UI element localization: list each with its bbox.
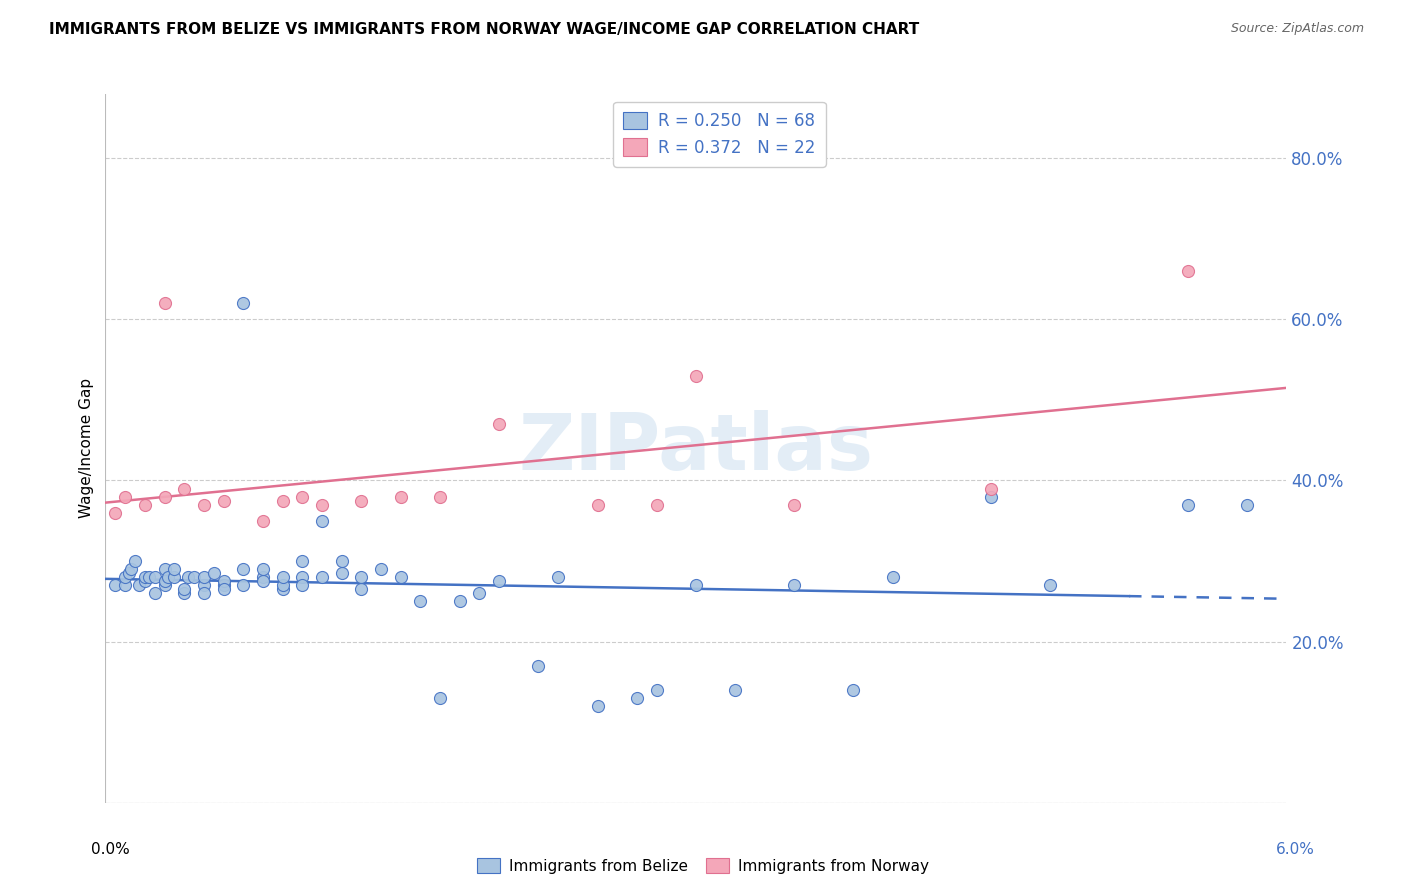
Point bbox=[429, 490, 451, 504]
Point bbox=[488, 574, 510, 589]
Point bbox=[389, 570, 412, 584]
Point bbox=[212, 493, 235, 508]
Text: 6.0%: 6.0% bbox=[1275, 842, 1315, 856]
Point bbox=[173, 586, 195, 600]
Point bbox=[311, 514, 333, 528]
Point bbox=[724, 683, 747, 698]
Point bbox=[449, 594, 471, 608]
Point bbox=[153, 562, 176, 576]
Point bbox=[114, 490, 136, 504]
Point bbox=[183, 570, 205, 584]
Point bbox=[252, 514, 274, 528]
Point bbox=[1236, 498, 1258, 512]
Point bbox=[586, 498, 609, 512]
Point bbox=[153, 578, 176, 592]
Point bbox=[118, 566, 141, 581]
Point bbox=[252, 562, 274, 576]
Point bbox=[291, 490, 314, 504]
Point bbox=[1177, 264, 1199, 278]
Point bbox=[193, 578, 215, 592]
Text: 0.0%: 0.0% bbox=[91, 842, 131, 856]
Point bbox=[252, 574, 274, 589]
Point bbox=[1039, 578, 1062, 592]
Point bbox=[177, 570, 200, 584]
Point bbox=[143, 586, 166, 600]
Point bbox=[1177, 498, 1199, 512]
Point bbox=[193, 570, 215, 584]
Point bbox=[173, 482, 195, 496]
Point bbox=[212, 578, 235, 592]
Point bbox=[468, 586, 491, 600]
Point bbox=[626, 691, 648, 706]
Point bbox=[488, 417, 510, 431]
Point bbox=[547, 570, 569, 584]
Legend: Immigrants from Belize, Immigrants from Norway: Immigrants from Belize, Immigrants from … bbox=[471, 852, 935, 880]
Point bbox=[291, 554, 314, 568]
Point bbox=[114, 578, 136, 592]
Point bbox=[128, 578, 150, 592]
Point bbox=[153, 490, 176, 504]
Point bbox=[980, 482, 1002, 496]
Point bbox=[645, 683, 668, 698]
Point bbox=[842, 683, 865, 698]
Point bbox=[153, 574, 176, 589]
Point bbox=[120, 562, 142, 576]
Point bbox=[134, 498, 156, 512]
Point bbox=[350, 570, 373, 584]
Point bbox=[783, 578, 806, 592]
Point bbox=[143, 570, 166, 584]
Point bbox=[291, 570, 314, 584]
Point bbox=[153, 296, 176, 310]
Point bbox=[350, 493, 373, 508]
Text: Source: ZipAtlas.com: Source: ZipAtlas.com bbox=[1230, 22, 1364, 36]
Point bbox=[685, 578, 707, 592]
Point bbox=[980, 490, 1002, 504]
Point bbox=[193, 586, 215, 600]
Point bbox=[163, 570, 186, 584]
Text: IMMIGRANTS FROM BELIZE VS IMMIGRANTS FROM NORWAY WAGE/INCOME GAP CORRELATION CHA: IMMIGRANTS FROM BELIZE VS IMMIGRANTS FRO… bbox=[49, 22, 920, 37]
Point bbox=[173, 582, 195, 597]
Point bbox=[138, 570, 160, 584]
Point bbox=[271, 582, 294, 597]
Point bbox=[409, 594, 432, 608]
Point bbox=[291, 578, 314, 592]
Point bbox=[783, 498, 806, 512]
Point bbox=[527, 658, 550, 673]
Point bbox=[389, 490, 412, 504]
Point bbox=[193, 498, 215, 512]
Text: ZIPatlas: ZIPatlas bbox=[519, 410, 873, 486]
Point bbox=[330, 554, 353, 568]
Point bbox=[311, 570, 333, 584]
Legend: R = 0.250   N = 68, R = 0.372   N = 22: R = 0.250 N = 68, R = 0.372 N = 22 bbox=[613, 102, 825, 167]
Y-axis label: Wage/Income Gap: Wage/Income Gap bbox=[79, 378, 94, 518]
Point bbox=[370, 562, 392, 576]
Point bbox=[271, 493, 294, 508]
Point bbox=[271, 570, 294, 584]
Point bbox=[212, 582, 235, 597]
Point bbox=[134, 570, 156, 584]
Point bbox=[104, 578, 127, 592]
Point bbox=[685, 368, 707, 383]
Point bbox=[232, 562, 254, 576]
Point bbox=[212, 574, 235, 589]
Point bbox=[163, 562, 186, 576]
Point bbox=[429, 691, 451, 706]
Point bbox=[271, 578, 294, 592]
Point bbox=[134, 574, 156, 589]
Point bbox=[330, 566, 353, 581]
Point bbox=[232, 578, 254, 592]
Point bbox=[232, 296, 254, 310]
Point bbox=[645, 498, 668, 512]
Point bbox=[104, 506, 127, 520]
Point bbox=[124, 554, 146, 568]
Point bbox=[252, 570, 274, 584]
Point bbox=[882, 570, 904, 584]
Point bbox=[311, 498, 333, 512]
Point bbox=[350, 582, 373, 597]
Point bbox=[586, 699, 609, 714]
Point bbox=[202, 566, 225, 581]
Point bbox=[114, 570, 136, 584]
Point bbox=[157, 570, 180, 584]
